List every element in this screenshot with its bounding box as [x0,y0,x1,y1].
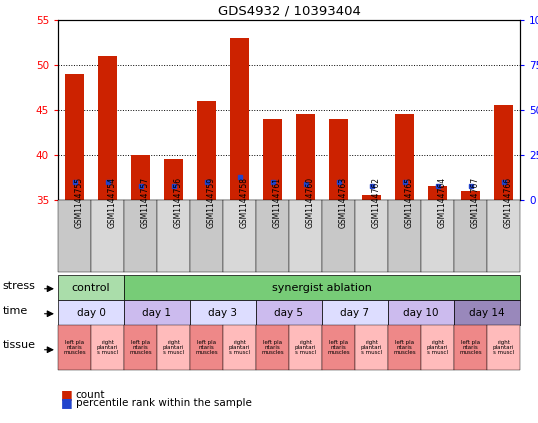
Bar [421,200,454,272]
Bar [124,300,190,325]
Bar [91,200,124,272]
Text: GSM1144763: GSM1144763 [338,176,348,228]
Bar [223,325,256,370]
Text: left pla
ntaris
muscles: left pla ntaris muscles [393,340,416,355]
Bar [355,325,388,370]
Bar [124,325,157,370]
Text: GSM1144756: GSM1144756 [173,176,182,228]
Bar [322,200,355,272]
Text: tissue: tissue [3,340,36,350]
Bar [157,325,190,370]
Text: GSM1144761: GSM1144761 [273,177,281,228]
Bar [263,119,282,200]
Text: left pla
ntaris
muscles: left pla ntaris muscles [129,340,152,355]
Text: count: count [76,390,105,399]
Text: GSM1144767: GSM1144767 [471,176,479,228]
Bar [454,325,487,370]
Bar [190,300,256,325]
Text: GSM1144762: GSM1144762 [372,177,380,228]
Bar [362,195,381,200]
Text: right
plantari
s muscl: right plantari s muscl [163,340,184,355]
Text: day 7: day 7 [341,308,370,318]
Bar [91,325,124,370]
Text: right
plantari
s muscl: right plantari s muscl [229,340,250,355]
Bar [487,200,520,272]
Bar [196,101,216,200]
Bar [295,115,315,200]
Bar [428,187,448,200]
Text: stress: stress [3,281,36,291]
Text: GSM1144760: GSM1144760 [306,176,315,228]
Text: GSM1144757: GSM1144757 [140,176,150,228]
Text: day 0: day 0 [76,308,105,318]
Text: day 10: day 10 [404,308,439,318]
Text: GSM1144765: GSM1144765 [405,176,414,228]
Bar [289,200,322,272]
Text: day 14: day 14 [469,308,505,318]
Text: day 1: day 1 [143,308,172,318]
Bar [223,200,256,272]
Bar [190,325,223,370]
Bar [58,200,91,272]
Text: left pla
ntaris
muscles: left pla ntaris muscles [261,340,284,355]
Text: day 3: day 3 [209,308,237,318]
Bar [97,56,117,200]
Bar [157,200,190,272]
Bar [329,119,349,200]
Bar [421,325,454,370]
Bar [230,38,250,200]
Text: left pla
ntaris
muscles: left pla ntaris muscles [327,340,350,355]
Bar [487,325,520,370]
Text: synergist ablation: synergist ablation [272,283,372,292]
Text: control: control [72,283,110,292]
Bar [256,200,289,272]
Bar [190,200,223,272]
Text: ■: ■ [61,396,73,409]
Text: GSM1144759: GSM1144759 [207,176,216,228]
Bar [322,325,355,370]
Text: left pla
ntaris
muscles: left pla ntaris muscles [459,340,482,355]
Bar [58,325,91,370]
Text: GDS4932 / 10393404: GDS4932 / 10393404 [217,5,360,18]
Bar [461,191,480,200]
Text: left pla
ntaris
muscles: left pla ntaris muscles [63,340,86,355]
Bar [355,200,388,272]
Bar [454,300,520,325]
Bar [131,155,151,200]
Bar [454,200,487,272]
Bar [164,159,183,200]
Text: day 5: day 5 [274,308,303,318]
Text: right
plantari
s muscl: right plantari s muscl [295,340,316,355]
Text: time: time [3,306,28,316]
Text: right
plantari
s muscl: right plantari s muscl [493,340,514,355]
Bar [493,105,513,200]
Bar [289,325,322,370]
Bar [65,74,84,200]
Bar [394,115,414,200]
Text: percentile rank within the sample: percentile rank within the sample [76,398,252,408]
Text: GSM1144754: GSM1144754 [108,176,117,228]
Text: GSM1144758: GSM1144758 [239,177,249,228]
Bar [388,325,421,370]
Text: left pla
ntaris
muscles: left pla ntaris muscles [195,340,218,355]
Bar [388,200,421,272]
Text: GSM1144764: GSM1144764 [437,176,447,228]
Bar [256,325,289,370]
Bar [58,275,124,300]
Text: GSM1144766: GSM1144766 [504,176,513,228]
Bar [124,275,520,300]
Text: right
plantari
s muscl: right plantari s muscl [97,340,118,355]
Bar [388,300,454,325]
Text: GSM1144755: GSM1144755 [74,176,83,228]
Bar [256,300,322,325]
Bar [322,300,388,325]
Bar [58,300,124,325]
Bar [124,200,157,272]
Text: ■: ■ [61,388,73,401]
Text: right
plantari
s muscl: right plantari s muscl [427,340,448,355]
Text: right
plantari
s muscl: right plantari s muscl [361,340,382,355]
